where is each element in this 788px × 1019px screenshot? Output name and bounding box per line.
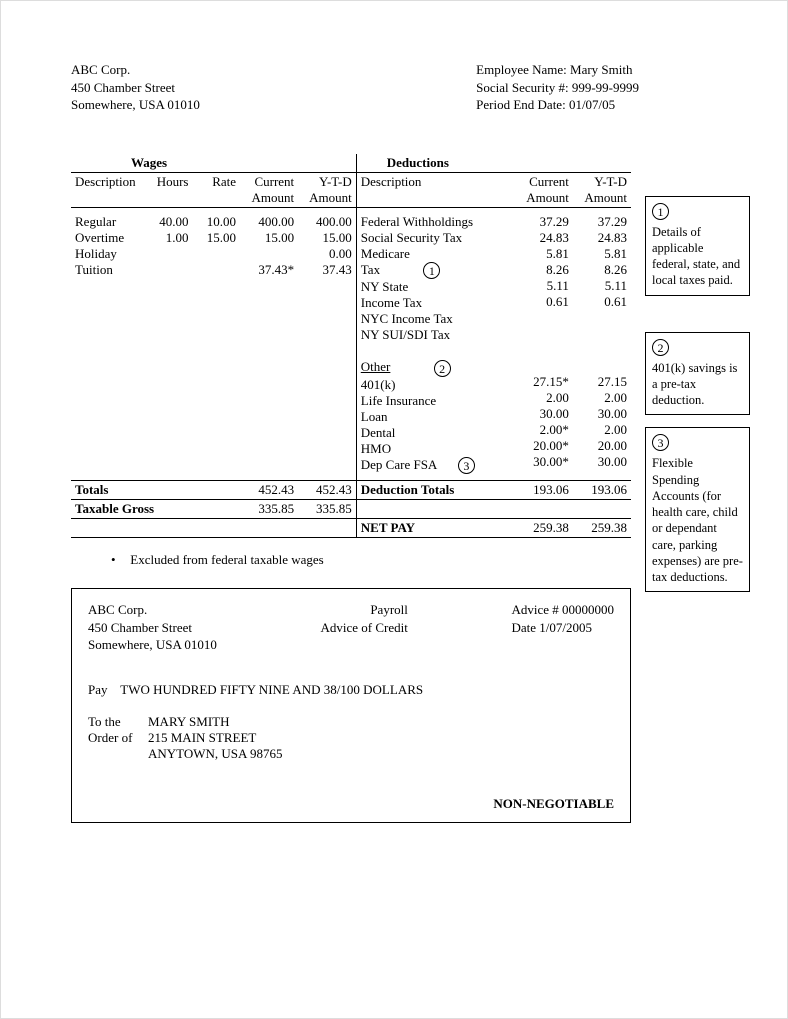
wages-ytd: 400.0015.000.0037.43 xyxy=(298,207,356,481)
advice-pay-words: TWO HUNDRED FIFTY NINE AND 38/100 DOLLAR… xyxy=(120,682,423,697)
col-description: Description xyxy=(71,172,145,207)
wages-hours: 40.001.00 xyxy=(145,207,193,481)
main-row: Wages Deductions Description Hours Rate … xyxy=(71,154,759,823)
taxable-ytd: 335.85 xyxy=(298,500,356,519)
advice-company-name: ABC Corp. xyxy=(88,601,217,619)
annotation-3-text: Flexible Spending Accounts (for health c… xyxy=(652,456,743,584)
advice-credit-label: Advice of Credit xyxy=(321,619,408,637)
annotation-2-text: 401(k) savings is a pre-tax deduction. xyxy=(652,361,737,408)
wages-rate: 10.0015.00 xyxy=(193,207,241,481)
annotation-2-number: 2 xyxy=(652,339,669,356)
col-rate: Rate xyxy=(193,172,241,207)
annotation-1-text: Details of applicable federal, state, an… xyxy=(652,225,740,288)
col-hours: Hours xyxy=(145,172,193,207)
advice-payee-city: ANYTOWN, USA 98765 xyxy=(148,746,282,762)
company-block: ABC Corp. 450 Chamber Street Somewhere, … xyxy=(71,61,200,114)
advice-right: Advice # 00000000 Date 1/07/2005 xyxy=(511,601,614,654)
deductions-header: Deductions xyxy=(356,154,631,173)
advice-center: Payroll Advice of Credit xyxy=(321,601,408,654)
ded-body: Federal WithholdingsSocial Security TaxM… xyxy=(356,207,514,481)
col-ytd: Y-T-DAmount xyxy=(298,172,356,207)
wages-cur: 400.0015.00 37.43* xyxy=(240,207,298,481)
ded-totals-ytd: 193.06 xyxy=(573,481,631,500)
advice-box: ABC Corp. 450 Chamber Street Somewhere, … xyxy=(71,588,631,823)
callout-1-icon: 1 xyxy=(423,262,440,279)
employee-ssn: Social Security #: 999-99-9999 xyxy=(476,79,639,97)
ded-ytd: 37.2924.835.818.265.110.61 27.152.0030.0… xyxy=(573,207,631,481)
wages-body: RegularOvertimeHolidayTuition xyxy=(71,207,145,481)
advice-company-street: 450 Chamber Street xyxy=(88,619,217,637)
totals-wage-ytd: 452.43 xyxy=(298,481,356,500)
netpay-cur: 259.38 xyxy=(515,519,573,538)
ded-totals-cur: 193.06 xyxy=(515,481,573,500)
col-ded-ytd: Y-T-DAmount xyxy=(573,172,631,207)
advice-pay-label: Pay xyxy=(88,682,108,697)
company-name: ABC Corp. xyxy=(71,61,200,79)
netpay-ytd: 259.38 xyxy=(573,519,631,538)
col-ded-description: Description xyxy=(356,172,514,207)
annotation-3-number: 3 xyxy=(652,434,669,451)
col-current: CurrentAmount xyxy=(240,172,298,207)
totals-label: Totals xyxy=(71,481,145,500)
taxable-cur: 335.85 xyxy=(240,500,298,519)
annotation-3: 3 Flexible Spending Accounts (for health… xyxy=(645,427,750,592)
col-ded-current: CurrentAmount xyxy=(515,172,573,207)
wages-deductions-table: Wages Deductions Description Hours Rate … xyxy=(71,154,631,539)
stub-column: Wages Deductions Description Hours Rate … xyxy=(71,154,631,823)
company-city: Somewhere, USA 01010 xyxy=(71,96,200,114)
annotation-1: 1 Details of applicable federal, state, … xyxy=(645,196,750,296)
advice-date: Date 1/07/2005 xyxy=(511,619,614,637)
advice-company-city: Somewhere, USA 01010 xyxy=(88,636,217,654)
advice-to-label: To the xyxy=(88,714,148,730)
annotation-2: 2 401(k) savings is a pre-tax deduction. xyxy=(645,332,750,416)
paystub-page: ABC Corp. 450 Chamber Street Somewhere, … xyxy=(0,0,788,1019)
ded-totals-label: Deduction Totals xyxy=(356,481,514,500)
header-row: ABC Corp. 450 Chamber Street Somewhere, … xyxy=(71,61,759,114)
callout-2-icon: 2 xyxy=(434,360,451,377)
advice-pay-line: Pay TWO HUNDRED FIFTY NINE AND 38/100 DO… xyxy=(88,682,614,698)
taxable-label: Taxable Gross xyxy=(71,500,240,519)
non-negotiable: NON-NEGOTIABLE xyxy=(88,796,614,812)
callout-3-icon: 3 xyxy=(458,457,475,474)
advice-order-label: Order of xyxy=(88,730,148,746)
advice-payee-name: MARY SMITH xyxy=(148,714,282,730)
company-street: 450 Chamber Street xyxy=(71,79,200,97)
wages-header: Wages xyxy=(71,154,356,173)
advice-payroll-label: Payroll xyxy=(321,601,408,619)
bullet-icon: • xyxy=(111,552,127,568)
footnote: • Excluded from federal taxable wages xyxy=(111,552,631,568)
annotations-column: 1 Details of applicable federal, state, … xyxy=(645,154,750,605)
employee-name: Employee Name: Mary Smith xyxy=(476,61,639,79)
advice-payee-street: 215 MAIN STREET xyxy=(148,730,282,746)
advice-company: ABC Corp. 450 Chamber Street Somewhere, … xyxy=(88,601,217,654)
advice-number: Advice # 00000000 xyxy=(511,601,614,619)
netpay-label: NET PAY xyxy=(356,519,514,538)
totals-wage-cur: 452.43 xyxy=(240,481,298,500)
annotation-1-number: 1 xyxy=(652,203,669,220)
employee-period: Period End Date: 01/07/05 xyxy=(476,96,639,114)
footnote-text: Excluded from federal taxable wages xyxy=(130,552,323,567)
employee-block: Employee Name: Mary Smith Social Securit… xyxy=(476,61,759,114)
ded-cur: 37.2924.835.818.265.110.61 27.15*2.0030.… xyxy=(515,207,573,481)
advice-payto: To the Order of MARY SMITH 215 MAIN STRE… xyxy=(88,714,614,762)
